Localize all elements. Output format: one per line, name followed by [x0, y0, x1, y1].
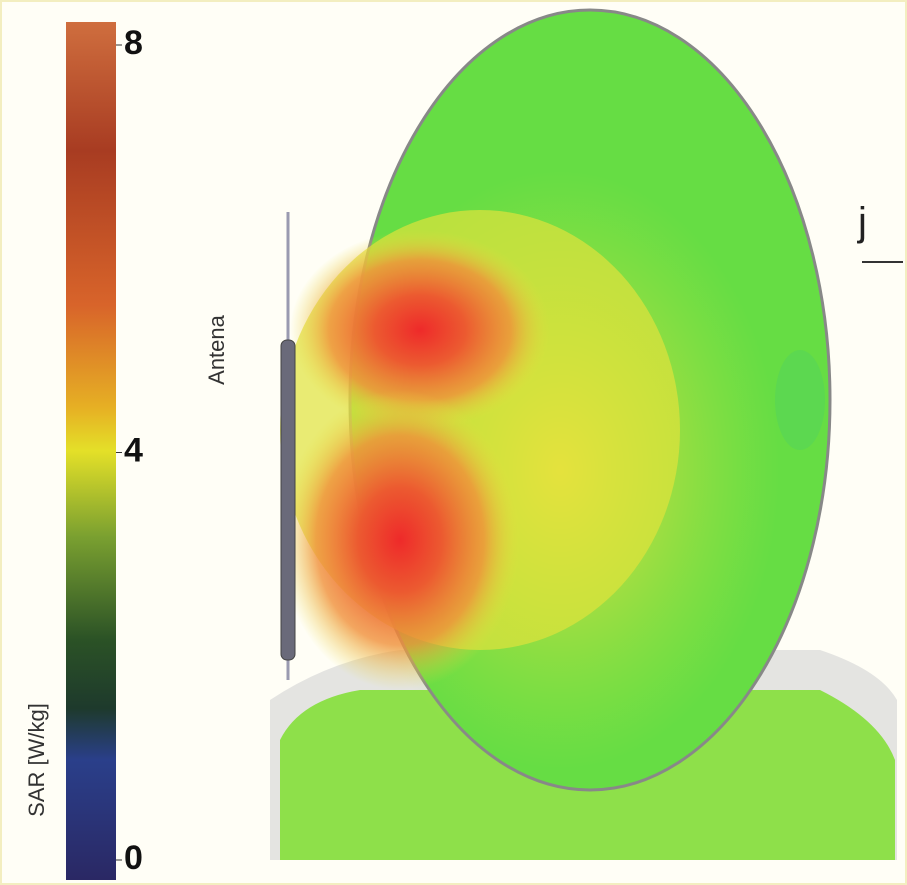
- axis-label: j: [857, 200, 867, 244]
- colorbar: [66, 22, 116, 880]
- tick-label: 4: [124, 431, 143, 469]
- tick-label: 0: [124, 839, 143, 877]
- ear: [775, 350, 825, 450]
- figure: 0 4 8 SAR [W/kg] Antena j: [0, 0, 907, 885]
- tick-label: 8: [124, 24, 143, 62]
- hot-region-lower: [280, 390, 520, 690]
- colorbar-label: SAR [W/kg]: [24, 703, 49, 817]
- antenna-label: Antena: [204, 314, 229, 384]
- antenna: [281, 340, 295, 660]
